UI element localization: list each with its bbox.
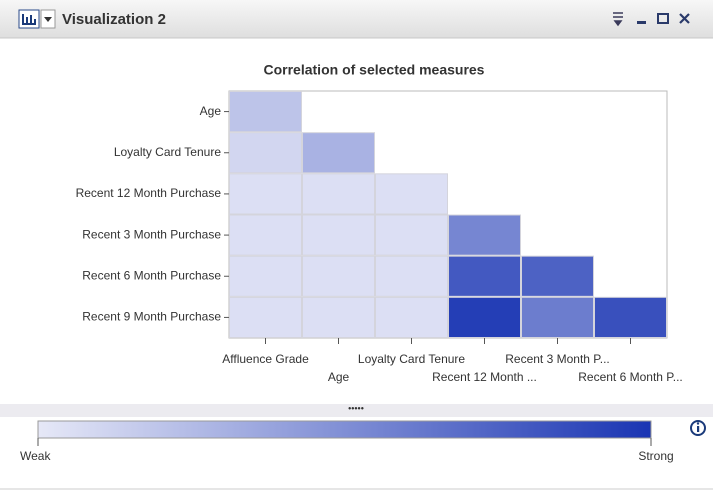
- minimize-button[interactable]: [637, 21, 646, 24]
- y-tick-label: Recent 12 Month Purchase: [76, 186, 222, 200]
- heatmap-cell: [229, 296, 302, 339]
- splitter[interactable]: [0, 404, 713, 417]
- heatmap-cell: [521, 255, 594, 297]
- heatmap-cell: [375, 255, 448, 297]
- heatmap-cell: [375, 296, 448, 339]
- heatmap-cell: [594, 296, 667, 339]
- heatmap-cell: [229, 173, 302, 215]
- chart-icon: [22, 14, 36, 25]
- y-tick-label: Recent 9 Month Purchase: [82, 310, 221, 324]
- colorbar: [37, 420, 652, 439]
- options-button[interactable]: [613, 12, 623, 27]
- heatmap-cell: [229, 132, 302, 174]
- heatmap-cell: [521, 296, 594, 339]
- heatmap-cell: [229, 91, 302, 133]
- info-icon-dot: [696, 422, 700, 425]
- heatmap-cell: [448, 214, 521, 256]
- y-tick-label: Recent 6 Month Purchase: [82, 268, 221, 282]
- x-tick-label: Recent 3 Month P...: [505, 352, 610, 366]
- heatmap-cell: [448, 296, 521, 339]
- heatmap-cell: [302, 296, 375, 339]
- close-button[interactable]: [679, 13, 690, 24]
- colorbar-tick-label: Weak: [20, 449, 51, 463]
- heatmap-cell: [375, 214, 448, 256]
- heatmap-cell: [229, 255, 302, 297]
- x-tick-label: Recent 6 Month P...: [578, 370, 683, 384]
- maximize-button[interactable]: [657, 13, 669, 24]
- y-tick-label: Recent 3 Month Purchase: [82, 227, 221, 241]
- splitter-grip: •••••: [348, 403, 364, 413]
- window-title: Visualization 2: [62, 11, 166, 28]
- x-tick-label: Recent 12 Month ...: [432, 370, 537, 384]
- title-bar: [0, 0, 713, 38]
- heatmap-cell: [229, 214, 302, 256]
- y-tick-label: Loyalty Card Tenure: [114, 145, 222, 159]
- colorbar-tick-label: Strong: [638, 449, 673, 463]
- heatmap-cell: [302, 255, 375, 297]
- y-tick-label: Age: [200, 104, 222, 118]
- heatmap-cell: [302, 173, 375, 215]
- heatmap-cell: [302, 214, 375, 256]
- heatmap-cell: [302, 132, 375, 174]
- menu-arrow: [44, 17, 52, 22]
- info-icon: [697, 426, 700, 432]
- x-tick-label: Affluence Grade: [222, 352, 309, 366]
- heatmap-cell: [375, 173, 448, 215]
- x-tick-label: Age: [328, 370, 350, 384]
- x-tick-label: Loyalty Card Tenure: [358, 352, 466, 366]
- chart-title: Correlation of selected measures: [264, 62, 485, 78]
- heatmap-cell: [448, 255, 521, 297]
